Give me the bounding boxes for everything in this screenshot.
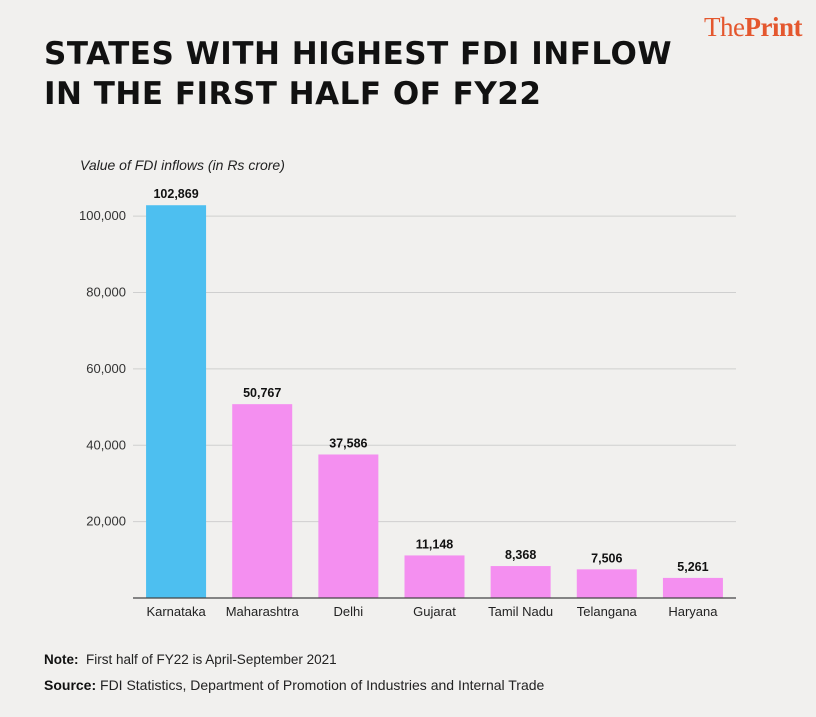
bar <box>146 205 207 598</box>
source: Source: FDI Statistics, Department of Pr… <box>44 677 545 693</box>
data-label: 7,506 <box>591 551 622 565</box>
y-axis-label: Value of FDI inflows (in Rs crore) <box>80 157 285 173</box>
title-line-1: STATES WITH HIGHEST FDI INFLOW <box>44 36 673 72</box>
x-tick-label: Karnataka <box>146 604 206 619</box>
y-tick-label: 40,000 <box>86 437 126 452</box>
x-tick-label: Telangana <box>577 604 638 619</box>
brand-logo: ThePrint <box>704 12 802 42</box>
bar <box>318 454 379 598</box>
bar <box>576 569 637 598</box>
y-tick-label: 60,000 <box>86 361 126 376</box>
data-label: 50,767 <box>243 386 281 400</box>
bar <box>404 555 465 598</box>
note: Note: First half of FY22 is April-Septem… <box>44 652 337 667</box>
x-tick-label: Delhi <box>334 604 364 619</box>
y-tick-label: 80,000 <box>86 285 126 300</box>
bar <box>232 404 293 598</box>
title-line-2: IN THE FIRST HALF OF FY22 <box>44 76 542 112</box>
data-label: 11,148 <box>416 537 454 551</box>
x-tick-label: Tamil Nadu <box>488 604 553 619</box>
x-tick-label: Gujarat <box>413 604 456 619</box>
bar <box>662 577 723 598</box>
x-tick-label: Maharashtra <box>226 604 300 619</box>
data-label: 37,586 <box>329 436 367 450</box>
data-label: 102,869 <box>153 187 198 201</box>
y-tick-label: 20,000 <box>86 514 126 529</box>
data-label: 8,368 <box>505 548 536 562</box>
bar <box>490 566 551 598</box>
bar-chart: Value of FDI inflows (in Rs crore) 20,000… <box>79 157 736 619</box>
x-tick-label: Haryana <box>668 604 718 619</box>
data-label: 5,261 <box>677 560 708 574</box>
chart-title: STATES WITH HIGHEST FDI INFLOW IN THE FI… <box>44 34 704 114</box>
y-tick-label: 100,000 <box>79 208 126 223</box>
